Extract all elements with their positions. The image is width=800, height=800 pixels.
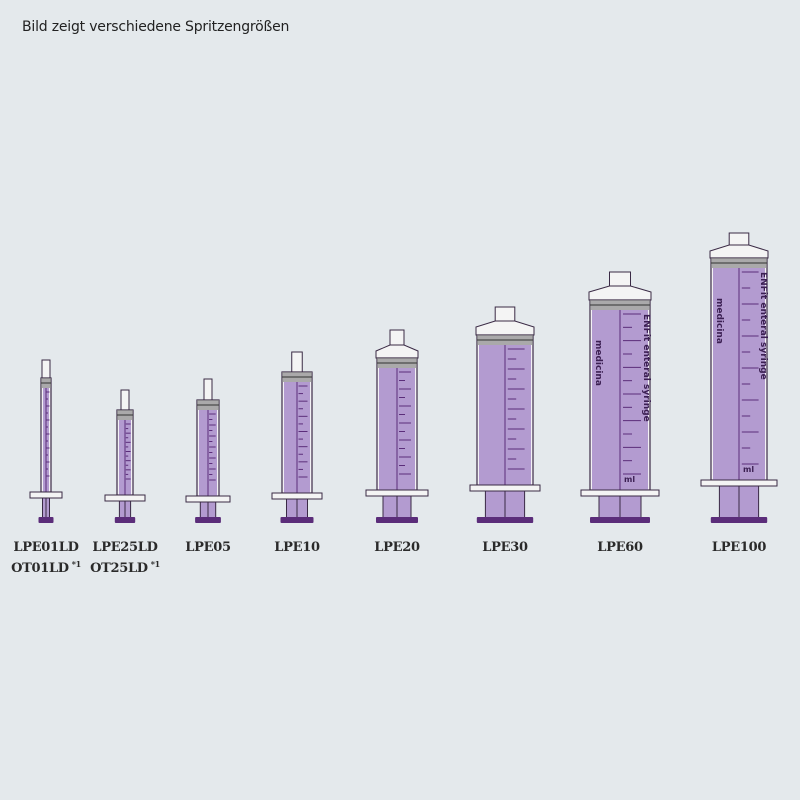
plunger-thumb-press — [590, 517, 650, 523]
syringe-lpe25ld — [104, 389, 146, 523]
finger-flange — [185, 495, 231, 503]
syringe-lpe30 — [469, 306, 541, 523]
syringe-lpe20 — [365, 329, 429, 523]
syringe-tip — [120, 389, 130, 411]
syringe-tip — [494, 306, 516, 322]
brand-lettering: medicina — [593, 340, 603, 386]
finger-flange — [700, 479, 778, 487]
plunger-thumb-press — [114, 517, 136, 523]
product-lettering: ENFit enteral syringe — [641, 314, 651, 422]
syringe-shoulder — [475, 320, 535, 336]
product-lettering: ENFit enteral syringe — [758, 272, 768, 380]
plunger-thumb-press — [376, 517, 418, 523]
syringe-tip — [41, 359, 51, 379]
syringe-tip — [203, 378, 213, 401]
syringe-label: LPE60 — [597, 540, 643, 555]
syringe-lpe60: ENFit enteral syringe medicina ml — [580, 271, 660, 523]
finger-flange — [271, 492, 323, 500]
model-name: LPE25LD — [92, 540, 158, 555]
finger-flange — [580, 489, 660, 497]
syringe-label: LPE20 — [374, 540, 420, 555]
syringe-tip — [291, 351, 303, 373]
plunger-thumb-press — [280, 517, 314, 523]
alt-model-name: OT25LD — [90, 561, 148, 576]
syringe-label: LPE25LD OT25LD *1 — [90, 539, 160, 577]
footnote-mark: *1 — [150, 559, 160, 569]
brand-lettering: medicina — [714, 298, 724, 344]
plunger-thumb-press — [195, 517, 221, 523]
syringe-label: LPE10 — [274, 540, 320, 555]
syringe-shoulder — [375, 344, 419, 359]
finger-flange — [469, 484, 541, 492]
syringe-shoulder — [709, 244, 769, 259]
syringe-tip — [389, 329, 405, 346]
syringe-label: LPE05 — [185, 540, 231, 555]
syringe-shoulder — [588, 285, 652, 301]
plunger-thumb-press — [710, 517, 768, 523]
syringe-tip — [728, 232, 750, 246]
syringe-lpe10 — [271, 351, 323, 523]
unit-lettering: ml — [624, 475, 635, 484]
page-title: Bild zeigt verschiedene Spritzengrößen — [22, 19, 290, 35]
plunger-thumb-press — [476, 517, 534, 523]
plunger-thumb-press — [38, 517, 54, 523]
syringe-tip — [609, 271, 631, 287]
syringe-label: LPE30 — [482, 540, 528, 555]
finger-flange — [29, 491, 63, 499]
syringe-lpe100: ENFit enteral syringe medicina ml — [700, 232, 778, 523]
alt-model-name: OT01LD — [11, 561, 69, 576]
unit-lettering: ml — [743, 465, 754, 474]
finger-flange — [104, 494, 146, 502]
syringe-lpe01ld — [29, 359, 63, 523]
syringe-lpe05 — [185, 378, 231, 523]
footnote-mark: *1 — [71, 559, 81, 569]
syringe-label: LPE01LD OT01LD *1 — [11, 539, 81, 577]
model-name: LPE01LD — [13, 540, 79, 555]
finger-flange — [365, 489, 429, 497]
syringe-label: LPE100 — [711, 540, 767, 555]
